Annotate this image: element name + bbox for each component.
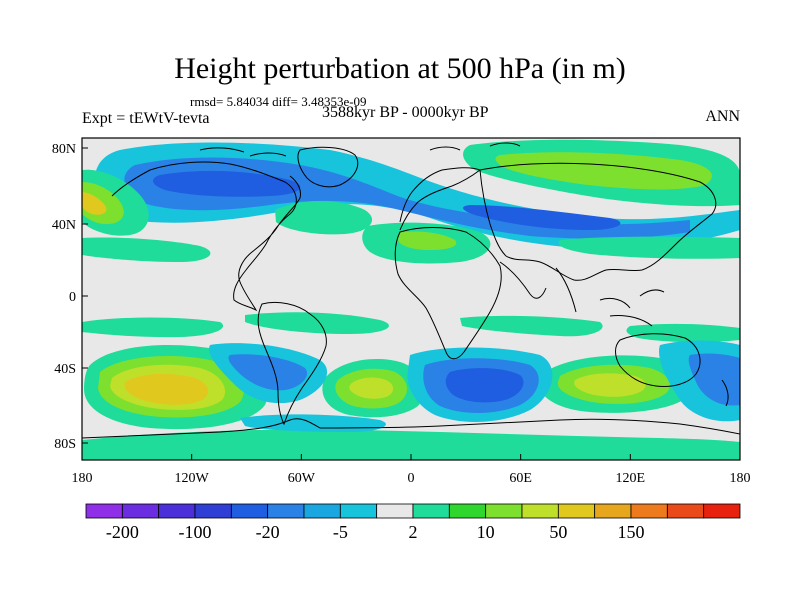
coast-africa — [394, 227, 502, 360]
lat-tick-label: 80S — [54, 437, 76, 452]
contour-nw-pacific-pos-core — [82, 192, 107, 215]
coast-asia — [479, 162, 717, 281]
contour-atlantic-pos — [275, 201, 373, 235]
colorbar-label: -200 — [106, 522, 139, 542]
experiment-label: Expt = tEWtV-tevta — [82, 110, 210, 127]
colorbar-swatch — [485, 503, 523, 519]
plot-title: Height perturbation at 500 hPa (in m) — [174, 52, 626, 85]
colorbar-swatch — [557, 503, 596, 519]
axes: 80N 40N 0 40S 80S 180 120W 60W 0 60E 120E 180 — [52, 142, 751, 486]
colorbar-swatch — [267, 503, 305, 519]
contour-tropics-pos-3 — [460, 315, 603, 337]
colorbar-swatch — [339, 503, 378, 519]
colorbar-swatch — [85, 503, 123, 519]
coast-arabia-india — [499, 261, 577, 313]
coast-antarctica — [82, 418, 740, 439]
colorbar-label: -5 — [333, 522, 348, 542]
colorbar-swatch — [703, 503, 741, 519]
coast-south-america — [257, 301, 327, 426]
season-label: ANN — [705, 108, 740, 125]
contour-s-low-1-in — [228, 354, 308, 391]
contour-tropics-pos-1 — [82, 317, 224, 338]
colorbar-swatch — [630, 503, 668, 519]
lat-tick-label: 80N — [52, 142, 76, 157]
lat-tick-label: 40S — [54, 362, 76, 377]
coast-arctic-islands — [199, 142, 521, 157]
lon-tick-label: 180 — [72, 471, 93, 486]
coastlines — [82, 142, 740, 439]
colorbar-swatch — [230, 503, 269, 519]
colorbar-swatch — [376, 503, 414, 519]
period-label: 3588kyr BP - 0000kyr BP — [322, 104, 489, 121]
colorbar: -200 -100 -20 -5 2 10 50 150 — [85, 503, 741, 542]
contour-tropics-pos-2 — [245, 312, 389, 334]
contour-nh-neg-core — [153, 170, 301, 197]
colorbar-label: 2 — [409, 522, 418, 542]
coast-se-asia-islands — [599, 289, 665, 327]
colorbar-swatch — [594, 503, 632, 519]
colorbar-swatch — [303, 503, 341, 519]
coast-australia — [615, 333, 701, 387]
colorbar-swatch — [121, 503, 160, 519]
contour-s-indian-pos-core — [574, 373, 646, 397]
lon-tick-label: 120E — [616, 471, 646, 486]
colorbar-swatch — [158, 503, 196, 519]
lat-tick-label: 0 — [69, 290, 76, 305]
contour-ne-pos-in — [495, 152, 712, 190]
lat-tick-label: 40N — [52, 218, 76, 233]
lon-tick-label: 120W — [175, 471, 210, 486]
colorbar-label: -20 — [256, 522, 280, 542]
contour-tropics-pos-4 — [626, 323, 740, 343]
contour-antarctic-pos — [82, 429, 740, 460]
colorbar-label: 150 — [618, 522, 645, 542]
coast-new-zealand — [721, 379, 729, 407]
contour-field — [82, 139, 740, 460]
colorbar-swatch — [521, 503, 559, 519]
contour-s-atlantic-pos-core — [349, 377, 394, 399]
contour-asia-band-pos — [558, 236, 740, 259]
lon-tick-label: 180 — [730, 471, 751, 486]
colorbar-swatch — [412, 503, 450, 519]
lon-tick-label: 0 — [408, 471, 415, 486]
contour-s-pacific-pos-core — [124, 373, 209, 405]
colorbar-label: 50 — [549, 522, 567, 542]
colorbar-swatch — [194, 503, 232, 519]
contour-n-pacific-pos — [82, 237, 211, 262]
colorbar-label: -100 — [179, 522, 212, 542]
lon-tick-label: 60E — [509, 471, 532, 486]
contour-s-low-2-core — [445, 368, 524, 403]
coast-greenland — [297, 146, 359, 188]
colorbar-swatch — [666, 503, 705, 519]
coast-north-america — [111, 161, 301, 312]
colorbar-label: 10 — [477, 522, 495, 542]
contour-nh-neg-east — [463, 205, 621, 230]
stats-text: rmsd= 5.84034 diff= 3.48353e-09 — [190, 94, 367, 109]
colorbar-swatch — [448, 503, 487, 519]
lon-tick-label: 60W — [288, 471, 316, 486]
contour-n-africa-pos-in — [398, 231, 457, 250]
